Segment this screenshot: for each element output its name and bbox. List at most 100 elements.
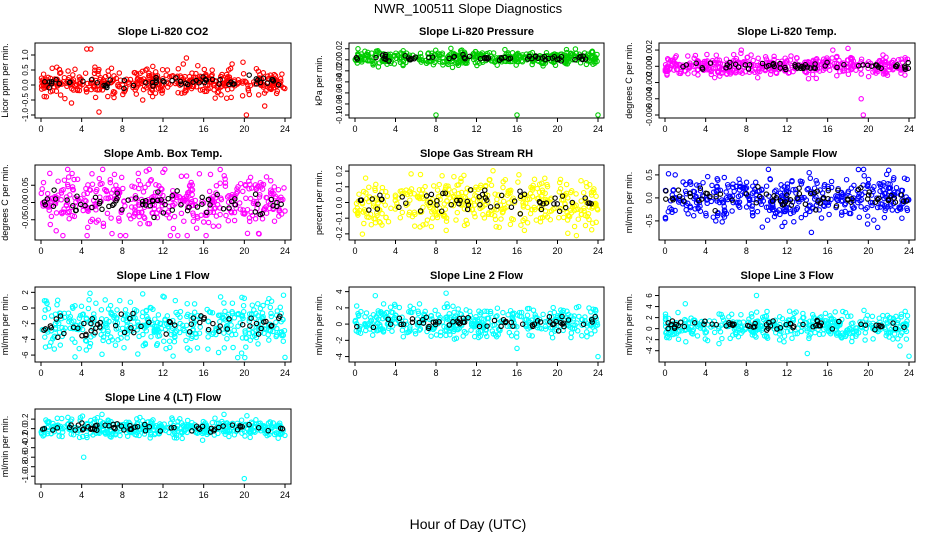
data-point (548, 330, 555, 337)
data-point (837, 320, 844, 326)
data-point (582, 222, 589, 229)
data-point (212, 95, 218, 101)
data-point (494, 305, 501, 311)
data-point (99, 166, 106, 173)
data-point (41, 314, 48, 321)
data-point (107, 179, 114, 186)
data-point (64, 166, 71, 173)
data-point (417, 50, 424, 57)
data-point (439, 173, 445, 179)
overlay-point (804, 64, 811, 70)
data-point (445, 191, 451, 197)
overlay-point (139, 201, 146, 208)
data-point (87, 290, 93, 297)
overlay-point (224, 326, 231, 332)
data-point (184, 232, 190, 239)
data-point (864, 221, 871, 227)
overlay-point (538, 206, 545, 213)
overlay-point (665, 325, 671, 332)
overlay-point (561, 323, 567, 330)
data-point (422, 183, 428, 190)
data-point (223, 95, 230, 101)
data-point (498, 216, 504, 222)
data-point (897, 332, 904, 338)
data-point (464, 221, 470, 227)
data-point (370, 60, 376, 67)
data-point (726, 69, 732, 75)
overlay-point (77, 201, 84, 208)
outlier-point (229, 61, 235, 67)
data-point (583, 61, 590, 68)
overlay-point (713, 193, 719, 200)
data-point (898, 70, 904, 76)
data-point (824, 57, 830, 63)
data-point (136, 80, 142, 87)
data-point (279, 71, 285, 77)
overlay-point (220, 206, 227, 212)
overlay-point (782, 199, 789, 205)
data-point (183, 322, 190, 329)
data-point (267, 304, 274, 311)
overlay-point (456, 200, 462, 207)
data-point (184, 345, 191, 351)
data-point (461, 222, 468, 229)
data-point (816, 331, 823, 338)
overlay-point (274, 203, 280, 210)
x-tick-label: 12 (782, 368, 792, 378)
data-point (399, 188, 405, 194)
data-point (188, 335, 195, 342)
data-point (787, 210, 794, 217)
data-point (903, 336, 910, 342)
overlay-point (163, 331, 169, 337)
data-point (191, 301, 198, 307)
data-point (354, 205, 361, 211)
data-point (887, 185, 894, 191)
data-point (67, 325, 74, 332)
data-point (858, 196, 865, 203)
data-point (520, 194, 527, 201)
data-point (118, 207, 124, 214)
data-point (47, 170, 53, 177)
data-point (68, 319, 75, 326)
x-tick-label: 4 (79, 368, 84, 378)
data-point (163, 72, 169, 78)
data-point (163, 345, 169, 352)
x-tick-label: 0 (662, 368, 667, 378)
overlay-point (704, 190, 710, 197)
data-point (225, 74, 231, 80)
data-point (429, 316, 435, 322)
data-point (813, 75, 820, 82)
data-point (521, 227, 528, 234)
data-point (195, 62, 201, 69)
data-point (759, 314, 766, 320)
overlay-point (382, 51, 389, 58)
data-point (883, 54, 889, 61)
data-point (85, 182, 91, 188)
data-point (268, 298, 275, 304)
data-point (693, 182, 700, 188)
data-point (695, 72, 701, 78)
overlay-point (81, 320, 87, 327)
panel-points (662, 166, 912, 236)
data-point (148, 72, 155, 78)
overlay-point (107, 77, 113, 83)
data-point (572, 46, 579, 52)
overlay-point (204, 209, 210, 216)
y-tick-label: 4 (645, 304, 654, 309)
panel-y-axis-label: ml/min per min. (0, 294, 10, 356)
overlay-point (196, 79, 202, 86)
overlay-point (753, 199, 760, 206)
overlay-point (759, 60, 766, 67)
overlay-point (902, 66, 908, 72)
overlay-point (565, 317, 572, 323)
y-tick-label: -6 (21, 351, 30, 359)
data-point (523, 323, 530, 330)
data-point (884, 204, 891, 210)
overlay-point (663, 188, 669, 194)
data-point (375, 308, 381, 314)
data-point (904, 318, 910, 324)
data-point (828, 184, 835, 191)
panel-points (352, 168, 601, 239)
data-point (77, 83, 83, 90)
data-point (749, 206, 755, 212)
